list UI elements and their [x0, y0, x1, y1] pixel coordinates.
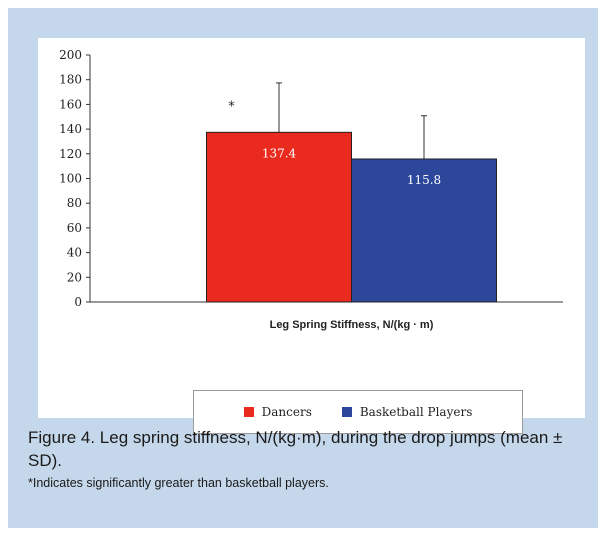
legend-swatch-basketball	[341, 407, 352, 417]
caption-main: Figure 4. Leg spring stiffness, N/(kg·m)…	[28, 428, 563, 470]
significance-annotation: *	[228, 99, 235, 114]
chart-area: 0 20 40 60 80 100 120 140 160 180 200 137.4 115.8 * Le…	[38, 38, 585, 434]
legend-item-basketball: Basketball Players	[341, 405, 473, 419]
y-tick-label-20: 20	[67, 270, 82, 284]
legend-item-dancers: Dancers	[243, 405, 312, 419]
y-tick-label-0: 0	[74, 295, 82, 309]
y-tick-label-60: 60	[67, 221, 82, 235]
figure-caption: Figure 4. Leg spring stiffness, N/(kg·m)…	[28, 426, 588, 490]
legend-swatch-dancers	[243, 407, 254, 417]
legend-label-basketball: Basketball Players	[359, 405, 473, 419]
y-tick-label-180: 180	[59, 73, 82, 87]
y-tick-label-160: 160	[59, 97, 82, 111]
bar-chart: 0 20 40 60 80 100 120 140 160 180 200 137.4 115.8 * Le…	[59, 48, 563, 331]
y-tick-label-40: 40	[67, 246, 82, 260]
y-tick-label-100: 100	[59, 172, 82, 186]
legend: Dancers Basketball Players	[193, 390, 523, 434]
bar-1	[351, 158, 497, 303]
y-tick-label-80: 80	[67, 196, 82, 210]
data-label-1: 115.8	[407, 173, 441, 187]
y-tick-label-200: 200	[59, 48, 82, 62]
x-axis-label: Leg Spring Stiffness, N/(kg · m)	[270, 319, 434, 331]
legend-label-dancers: Dancers	[261, 405, 312, 419]
bar-0	[206, 131, 352, 303]
caption-note: *Indicates significantly greater than ba…	[28, 476, 329, 490]
y-tick-label-140: 140	[59, 122, 82, 136]
y-tick-label-120: 120	[59, 147, 82, 161]
figure-panel: 0 20 40 60 80 100 120 140 160 180 200 137.4 115.8 * Le…	[8, 8, 598, 528]
data-label-0: 137.4	[262, 146, 297, 160]
